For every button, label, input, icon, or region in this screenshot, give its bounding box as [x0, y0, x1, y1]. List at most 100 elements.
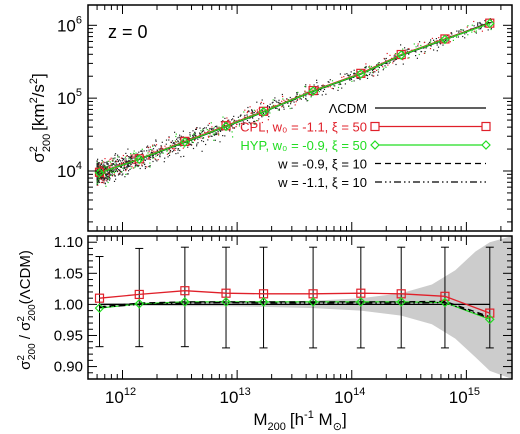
- scatter-point: [137, 153, 139, 155]
- scatter-point: [105, 179, 107, 181]
- hyp-marker: [355, 69, 366, 79]
- scatter-point: [187, 146, 189, 148]
- scatter-point: [176, 138, 178, 140]
- scatter-point: [371, 69, 374, 71]
- scatter-point: [228, 119, 230, 121]
- scatter-point: [214, 139, 216, 141]
- scatter-point: [105, 174, 107, 176]
- scatter-point: [131, 155, 133, 157]
- scatter-point: [203, 127, 206, 129]
- scatter-point: [435, 38, 437, 40]
- scatter-point: [109, 161, 112, 163]
- scatter-point: [109, 178, 111, 180]
- scatter-point: [137, 165, 140, 167]
- scatter-point: [384, 58, 386, 60]
- scatter-point: [179, 138, 181, 140]
- scatter-point: [152, 157, 154, 159]
- scatter-point: [125, 160, 127, 162]
- scatter-point: [252, 113, 254, 115]
- top-y-tick-label: 105: [57, 87, 82, 108]
- scatter-point: [258, 118, 260, 120]
- scatter-point: [101, 176, 103, 178]
- scatter-point: [104, 161, 106, 164]
- scatter-point: [135, 163, 137, 166]
- scatter-point: [400, 44, 402, 46]
- scatter-point: [168, 136, 170, 138]
- scatter-point: [122, 167, 124, 169]
- scatter-point: [283, 106, 285, 108]
- scatter-point: [374, 71, 376, 73]
- scatter-point: [130, 167, 132, 169]
- scatter-point: [349, 75, 351, 77]
- scatter-point: [121, 163, 123, 165]
- scatter-point: [260, 103, 262, 105]
- scatter-point: [220, 121, 222, 123]
- scatter-point: [103, 178, 105, 180]
- scatter-point: [126, 166, 128, 168]
- scatter-point: [213, 134, 215, 136]
- scatter-point: [475, 30, 477, 32]
- scatter-point: [171, 148, 173, 150]
- scatter-point: [254, 123, 256, 125]
- scatter-point: [214, 133, 216, 135]
- scatter-point: [174, 143, 176, 145]
- scatter-point: [210, 128, 212, 130]
- scatter-point: [100, 173, 102, 175]
- scatter-point: [314, 87, 316, 89]
- scatter-point: [149, 158, 151, 161]
- scatter-point: [128, 160, 130, 162]
- hyp-marker: [308, 86, 318, 96]
- scatter-point: [123, 158, 125, 160]
- scatter-point: [155, 155, 157, 157]
- scatter-point: [479, 21, 481, 24]
- scatter-point: [296, 92, 298, 94]
- scatter-point: [171, 140, 174, 142]
- scatter-point: [246, 115, 248, 117]
- scatter-point: [487, 21, 490, 23]
- scatter-point: [394, 53, 396, 55]
- scatter-point: [377, 66, 379, 68]
- scatter-point: [189, 134, 191, 136]
- scatter-point: [269, 103, 271, 105]
- scatter-point: [253, 123, 255, 125]
- scatter-point: [382, 66, 384, 68]
- scatter-point: [104, 172, 106, 174]
- scatter-point: [178, 136, 180, 138]
- scatter-point: [143, 150, 145, 152]
- scatter-band: [99, 236, 512, 379]
- scatter-point: [126, 155, 128, 157]
- scatter-point: [114, 153, 117, 155]
- scatter-point: [278, 109, 280, 111]
- scatter-point: [475, 32, 477, 34]
- top-series-lines: [99, 22, 491, 174]
- legend-marker: [370, 140, 380, 150]
- scatter-point: [159, 153, 161, 155]
- scatter-point: [122, 160, 124, 162]
- scatter-point: [194, 131, 196, 133]
- scatter-point: [442, 44, 444, 46]
- scatter-point: [112, 163, 114, 165]
- scatter-point: [232, 118, 234, 120]
- scatter-point: [143, 163, 146, 166]
- scatter-point: [138, 164, 140, 166]
- scatter-point: [269, 112, 271, 114]
- scatter-point: [96, 172, 99, 174]
- scatter-point: [135, 165, 137, 167]
- scatter-point: [104, 169, 107, 171]
- scatter-point: [206, 129, 208, 131]
- scatter-point: [107, 163, 109, 166]
- scatter-point: [251, 112, 253, 114]
- scatter-point: [109, 173, 111, 175]
- scatter-point: [147, 158, 149, 160]
- scatter-point: [394, 55, 396, 57]
- scatter-point: [136, 155, 138, 157]
- scatter-point: [281, 93, 283, 96]
- scatter-point: [175, 141, 177, 143]
- scatter-point: [106, 173, 108, 175]
- scatter-point: [108, 171, 111, 173]
- scatter-point: [97, 165, 99, 167]
- scatter-point: [420, 44, 422, 47]
- scatter-point: [341, 87, 343, 89]
- scatter-point: [96, 181, 98, 183]
